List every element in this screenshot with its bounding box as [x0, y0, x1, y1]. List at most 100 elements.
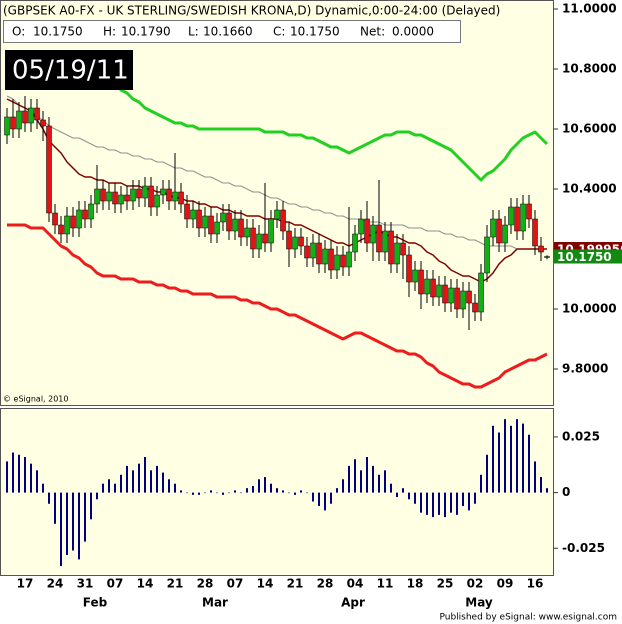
- oscillator-bar: [294, 492, 296, 495]
- oscillator-bar: [216, 492, 218, 494]
- oscillator-bar: [522, 423, 524, 493]
- candle-body: [46, 125, 52, 214]
- oscillator-bar: [264, 477, 266, 493]
- indicator-line: [6, 95, 547, 250]
- candle-body: [358, 218, 364, 235]
- candle-body: [58, 224, 64, 235]
- candle-body: [466, 290, 472, 304]
- oscillator-bar: [126, 465, 128, 493]
- x-tick-label: 28: [317, 577, 334, 591]
- candle-body: [424, 278, 430, 295]
- oscillator-bar: [504, 419, 506, 493]
- candle-body: [112, 191, 118, 205]
- candle-body: [268, 218, 274, 244]
- oscillator-bar: [366, 456, 368, 493]
- candle-body: [304, 245, 310, 259]
- oscillator-bar: [312, 492, 314, 502]
- candle-body: [118, 194, 124, 205]
- y-tick-label: 11.0000: [562, 2, 617, 16]
- oscillator-bar: [480, 474, 482, 493]
- candle-body: [160, 188, 166, 196]
- oscillator-bar: [384, 470, 386, 493]
- x-tick-label: 24: [47, 577, 64, 591]
- candle-body: [148, 185, 154, 208]
- oscillator-bar: [192, 492, 194, 495]
- watermark: © eSignal, 2010: [3, 395, 68, 404]
- oscillator-bar: [270, 483, 272, 493]
- quote-label: C:: [273, 25, 285, 39]
- candle-body: [232, 218, 238, 232]
- x-tick-label: 14: [137, 577, 154, 591]
- candle-body: [142, 185, 148, 199]
- oscillator-bar: [378, 474, 380, 493]
- oscillator-bar: [546, 488, 548, 493]
- oscillator-bar: [138, 463, 140, 493]
- candle-body: [22, 110, 28, 124]
- date-box: [5, 50, 133, 90]
- candle-body: [28, 107, 34, 124]
- x-tick-label: 21: [167, 577, 184, 591]
- quote-value: 10.1660: [203, 25, 253, 39]
- candle-body: [370, 224, 376, 244]
- x-tick-label: 28: [197, 577, 214, 591]
- oscillator-bar: [444, 492, 446, 518]
- candle-body: [460, 290, 466, 310]
- oscillator-bar: [516, 419, 518, 493]
- candle-body: [286, 230, 292, 250]
- candle-body: [388, 230, 394, 265]
- oscillator-bar: [498, 432, 500, 493]
- candle-body: [106, 191, 112, 202]
- plot-layer: 9.800010.000010.200010.400010.600010.800…: [4, 2, 622, 610]
- oscillator-bar: [102, 483, 104, 493]
- candle-body: [100, 188, 106, 202]
- candle-body: [538, 245, 544, 253]
- oscillator-bar: [54, 492, 56, 524]
- oscillator-bar: [150, 470, 152, 493]
- x-tick-label: 04: [347, 577, 364, 591]
- x-tick-label: 18: [407, 577, 424, 591]
- candle-body: [316, 242, 322, 265]
- candle-body: [52, 212, 58, 226]
- oscillator-bar: [30, 463, 32, 493]
- y-tick-label: 9.8000: [562, 362, 608, 376]
- candle-body: [208, 215, 214, 235]
- candle-body: [520, 203, 526, 232]
- candle-body: [184, 203, 190, 220]
- candle-body: [220, 212, 226, 223]
- x-tick-label: 09: [497, 577, 514, 591]
- candle-body: [490, 218, 496, 238]
- x-tick-label: 07: [227, 577, 244, 591]
- candle-body: [292, 236, 298, 250]
- oscillator-bar: [528, 434, 530, 493]
- candle-body: [376, 224, 382, 253]
- oscillator-bar: [204, 492, 206, 494]
- x-tick-label: 07: [107, 577, 124, 591]
- oscillator-bar: [402, 488, 404, 493]
- oscillator-bar: [144, 456, 146, 493]
- candle-body: [280, 209, 286, 232]
- oscillator-bar: [276, 488, 278, 493]
- oscillator-bar: [120, 474, 122, 493]
- oscillator-bar: [408, 492, 410, 500]
- oscillator-bar: [336, 488, 338, 493]
- quote-value: 10.1750: [33, 25, 83, 39]
- x-tick-label: 25: [437, 577, 454, 591]
- candle-body: [34, 107, 40, 121]
- x-tick-label: 16: [527, 577, 544, 591]
- candle-body: [202, 215, 208, 229]
- candle-body: [274, 209, 280, 220]
- oscillator-bar: [72, 492, 74, 551]
- x-tick-label: 11: [377, 577, 394, 591]
- candle-body: [88, 203, 94, 220]
- quote-label: H:: [103, 25, 116, 39]
- candle-body: [226, 212, 232, 232]
- candle-body: [40, 119, 46, 127]
- x-tick-label: 02: [467, 577, 484, 591]
- y-tick-label: 10.4000: [562, 182, 617, 196]
- candle-body: [478, 272, 484, 313]
- oscillator-bar: [414, 492, 416, 504]
- candle-body: [418, 269, 424, 295]
- oscillator-bar: [492, 425, 494, 493]
- oscillator-bar: [450, 492, 452, 513]
- oscillator-bar: [420, 492, 422, 513]
